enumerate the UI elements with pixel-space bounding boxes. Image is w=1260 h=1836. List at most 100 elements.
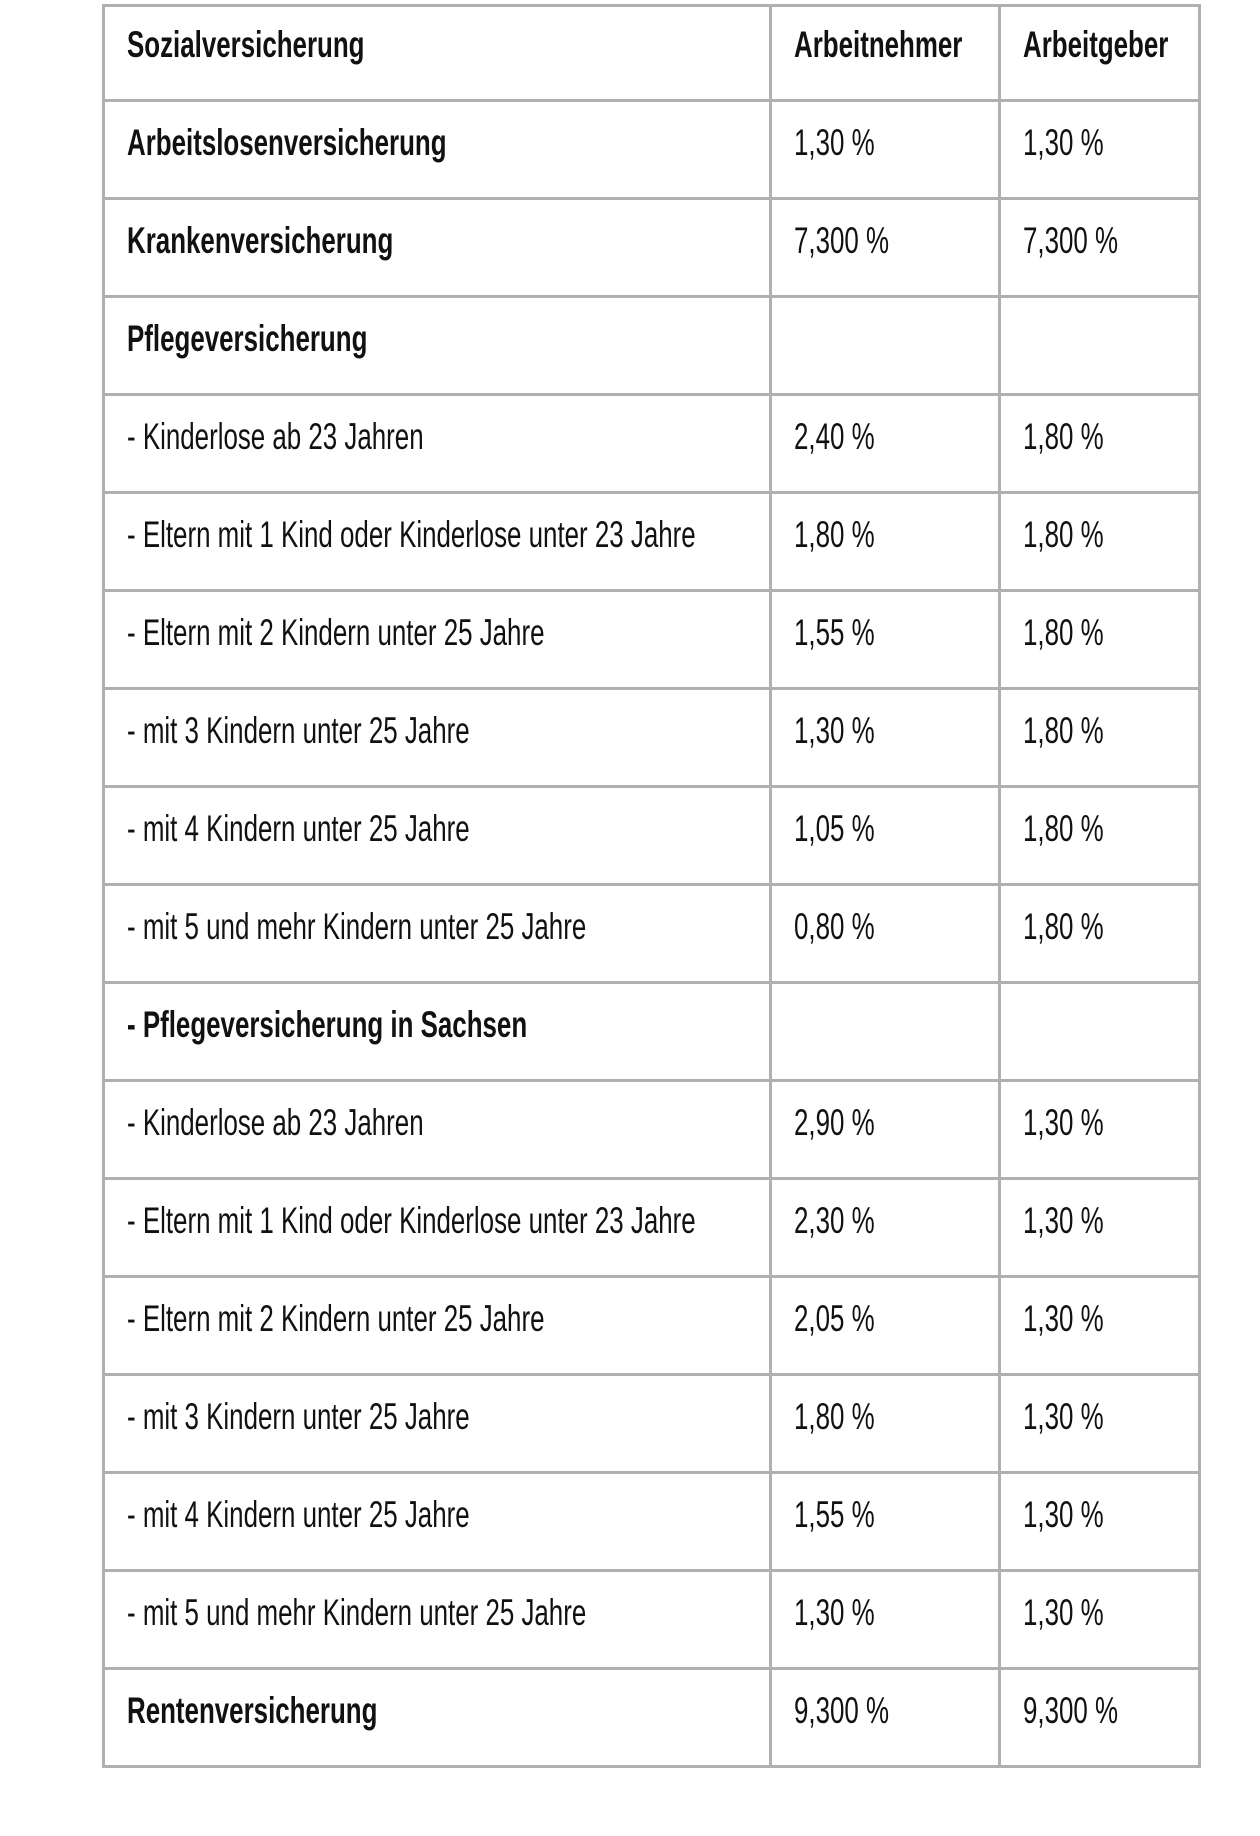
arbeitnehmer-value-cell: 1,05 %	[769, 785, 1001, 886]
arbeitgeber-value-cell-text: 1,30 %	[1023, 1494, 1104, 1536]
sozialversicherung-table: Sozialversicherung Arbeitnehmer Arbeitge…	[102, 4, 1201, 1768]
table-row: - mit 3 Kindern unter 25 Jahre 1,30 % 1,80…	[102, 687, 1201, 788]
arbeitnehmer-value-cell-text: 1,80 %	[794, 1396, 875, 1438]
arbeitnehmer-value-cell: 9,300 %	[769, 1667, 1001, 1768]
arbeitnehmer-value-cell: 1,30 %	[769, 687, 1001, 788]
arbeitgeber-value-cell-text: 1,30 %	[1023, 1592, 1104, 1634]
arbeitgeber-value-cell	[998, 295, 1201, 396]
row-label-cell: Krankenversicherung	[102, 197, 772, 298]
row-label-cell: - Eltern mit 1 Kind oder Kinderlose unte…	[102, 491, 772, 592]
row-label-cell-text: - mit 3 Kindern unter 25 Jahre	[127, 710, 470, 752]
row-label-cell-text: - Pflegeversicherung in Sachsen	[127, 1004, 528, 1046]
arbeitgeber-value-cell-text: 1,30 %	[1023, 1102, 1104, 1144]
arbeitnehmer-value-cell: 1,55 %	[769, 589, 1001, 690]
row-label-cell: - Pflegeversicherung in Sachsen	[102, 981, 772, 1082]
arbeitnehmer-value-cell	[769, 981, 1001, 1082]
arbeitnehmer-value-cell: 2,05 %	[769, 1275, 1001, 1376]
row-label-cell-text: Arbeitslosenversicherung	[127, 122, 447, 164]
table-row: - mit 5 und mehr Kindern unter 25 Jahre 0…	[102, 883, 1201, 984]
column-header-sozialversicherung: Sozialversicherung	[102, 4, 772, 102]
column-header-arbeitgeber: Arbeitgeber	[998, 4, 1201, 102]
arbeitnehmer-value-cell-text: 2,40 %	[794, 416, 875, 458]
arbeitgeber-value-cell: 1,80 %	[998, 491, 1201, 592]
table-row: - Eltern mit 1 Kind oder Kinderlose unte…	[102, 491, 1201, 592]
row-label-cell-text: - Kinderlose ab 23 Jahren	[127, 1102, 424, 1144]
row-label-cell: - Kinderlose ab 23 Jahren	[102, 1079, 772, 1180]
arbeitgeber-value-cell-text: 1,30 %	[1023, 1298, 1104, 1340]
arbeitnehmer-value-cell: 0,80 %	[769, 883, 1001, 984]
table-row: - mit 4 Kindern unter 25 Jahre 1,55 % 1,30…	[102, 1471, 1201, 1572]
arbeitnehmer-value-cell: 1,55 %	[769, 1471, 1001, 1572]
arbeitnehmer-value-cell: 7,300 %	[769, 197, 1001, 298]
arbeitgeber-value-cell-text: 1,80 %	[1023, 514, 1104, 556]
arbeitnehmer-value-cell-text: 7,300 %	[794, 220, 890, 262]
row-label-cell: Arbeitslosenversicherung	[102, 99, 772, 200]
row-label-cell-text: - Eltern mit 1 Kind oder Kinderlose unte…	[127, 514, 696, 556]
arbeitgeber-value-cell-text: 1,30 %	[1023, 122, 1104, 164]
arbeitnehmer-value-cell: 1,30 %	[769, 99, 1001, 200]
table-row: - Kinderlose ab 23 Jahren 2,40 % 1,80 %	[102, 393, 1201, 494]
table-row: - Eltern mit 2 Kindern unter 25 Jahre 2,0…	[102, 1275, 1201, 1376]
table-row: - mit 5 und mehr Kindern unter 25 Jahre 1…	[102, 1569, 1201, 1670]
table-row: - mit 3 Kindern unter 25 Jahre 1,80 % 1,30…	[102, 1373, 1201, 1474]
row-label-cell: - Eltern mit 2 Kindern unter 25 Jahre	[102, 589, 772, 690]
column-header-arbeitgeber-text: Arbeitgeber	[1023, 23, 1169, 65]
arbeitgeber-value-cell: 1,80 %	[998, 589, 1201, 690]
arbeitgeber-value-cell-text: 1,80 %	[1023, 416, 1104, 458]
row-label-cell-text: - Eltern mit 2 Kindern unter 25 Jahre	[127, 612, 545, 654]
arbeitgeber-value-cell: 1,30 %	[998, 1373, 1201, 1474]
row-label-cell: - mit 5 und mehr Kindern unter 25 Jahre	[102, 1569, 772, 1670]
arbeitgeber-value-cell: 1,30 %	[998, 1177, 1201, 1278]
row-label-cell: - mit 4 Kindern unter 25 Jahre	[102, 785, 772, 886]
table-header-row: Sozialversicherung Arbeitnehmer Arbeitge…	[102, 4, 1201, 102]
table-row: Krankenversicherung 7,300 % 7,300 %	[102, 197, 1201, 298]
row-label-cell: - Kinderlose ab 23 Jahren	[102, 393, 772, 494]
arbeitgeber-value-cell: 1,30 %	[998, 1275, 1201, 1376]
table-row: - Pflegeversicherung in Sachsen	[102, 981, 1201, 1082]
arbeitnehmer-value-cell-text: 1,30 %	[794, 122, 875, 164]
arbeitgeber-value-cell: 1,80 %	[998, 785, 1201, 886]
table-row: Rentenversicherung 9,300 % 9,300 %	[102, 1667, 1201, 1768]
arbeitgeber-value-cell: 1,30 %	[998, 1079, 1201, 1180]
arbeitgeber-value-cell: 1,30 %	[998, 1471, 1201, 1572]
column-header-arbeitnehmer-text: Arbeitnehmer	[794, 23, 963, 65]
column-header-arbeitnehmer: Arbeitnehmer	[769, 4, 1001, 102]
row-label-cell-text: Pflegeversicherung	[127, 318, 368, 360]
row-label-cell: - mit 5 und mehr Kindern unter 25 Jahre	[102, 883, 772, 984]
arbeitgeber-value-cell-text: 9,300 %	[1023, 1690, 1119, 1732]
row-label-cell-text: - mit 3 Kindern unter 25 Jahre	[127, 1396, 470, 1438]
row-label-cell-text: - mit 5 und mehr Kindern unter 25 Jahre	[127, 1592, 587, 1634]
arbeitnehmer-value-cell-text: 1,55 %	[794, 612, 875, 654]
arbeitnehmer-value-cell: 2,90 %	[769, 1079, 1001, 1180]
arbeitnehmer-value-cell	[769, 295, 1001, 396]
row-label-cell-text: - Eltern mit 2 Kindern unter 25 Jahre	[127, 1298, 545, 1340]
row-label-cell-text: - Eltern mit 1 Kind oder Kinderlose unte…	[127, 1200, 696, 1242]
arbeitnehmer-value-cell: 2,40 %	[769, 393, 1001, 494]
arbeitgeber-value-cell-text: 7,300 %	[1023, 220, 1119, 262]
arbeitgeber-value-cell-text: 1,30 %	[1023, 1200, 1104, 1242]
arbeitgeber-value-cell: 9,300 %	[998, 1667, 1201, 1768]
arbeitnehmer-value-cell-text: 1,05 %	[794, 808, 875, 850]
row-label-cell-text: - mit 4 Kindern unter 25 Jahre	[127, 1494, 470, 1536]
arbeitnehmer-value-cell-text: 2,90 %	[794, 1102, 875, 1144]
arbeitnehmer-value-cell: 2,30 %	[769, 1177, 1001, 1278]
arbeitgeber-value-cell: 1,80 %	[998, 883, 1201, 984]
arbeitnehmer-value-cell-text: 2,30 %	[794, 1200, 875, 1242]
row-label-cell: - mit 4 Kindern unter 25 Jahre	[102, 1471, 772, 1572]
arbeitgeber-value-cell-text: 1,30 %	[1023, 1396, 1104, 1438]
arbeitnehmer-value-cell-text: 1,30 %	[794, 1592, 875, 1634]
arbeitnehmer-value-cell-text: 1,30 %	[794, 710, 875, 752]
arbeitgeber-value-cell: 1,80 %	[998, 393, 1201, 494]
row-label-cell-text: Krankenversicherung	[127, 220, 394, 262]
row-label-cell-text: - mit 5 und mehr Kindern unter 25 Jahre	[127, 906, 587, 948]
arbeitgeber-value-cell: 1,80 %	[998, 687, 1201, 788]
row-label-cell-text: - mit 4 Kindern unter 25 Jahre	[127, 808, 470, 850]
row-label-cell: - mit 3 Kindern unter 25 Jahre	[102, 1373, 772, 1474]
table-row: - Eltern mit 1 Kind oder Kinderlose unte…	[102, 1177, 1201, 1278]
arbeitgeber-value-cell-text: 1,80 %	[1023, 906, 1104, 948]
row-label-cell: Pflegeversicherung	[102, 295, 772, 396]
arbeitgeber-value-cell-text: 1,80 %	[1023, 808, 1104, 850]
row-label-cell: Rentenversicherung	[102, 1667, 772, 1768]
table-row: Arbeitslosenversicherung 1,30 % 1,30 %	[102, 99, 1201, 200]
